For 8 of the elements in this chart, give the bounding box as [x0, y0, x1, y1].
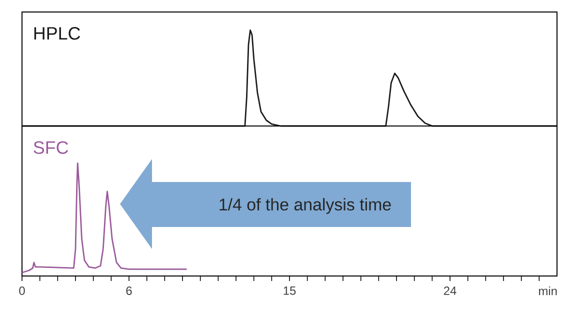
x-tick-label: 15 — [284, 286, 296, 295]
series-label: SFC — [34, 141, 68, 154]
x-tick-label: 0 — [19, 286, 25, 295]
x-axis-title: min — [539, 286, 557, 296]
x-tick-label: 6 — [126, 286, 132, 295]
annotation: 1/4 of the analysis time — [220, 198, 391, 214]
x-tick-label: 24 — [444, 286, 456, 295]
text: HPLC — [34, 27, 80, 40]
